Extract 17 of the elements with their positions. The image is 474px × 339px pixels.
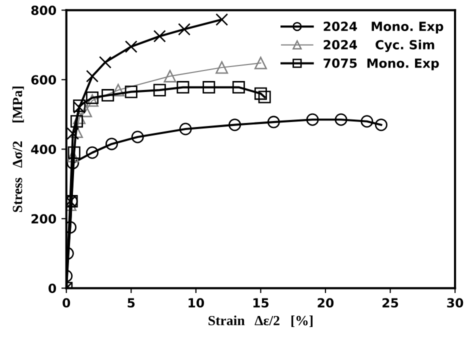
x-tick-label: 0	[62, 298, 70, 308]
legend-label: 2024 Mono. Exp	[324, 22, 444, 34]
legend-label: 2024 Cyc. Sim	[324, 40, 434, 52]
legend-label: 7075 Mono. Exp	[324, 58, 439, 70]
y-tick-label: 400	[31, 144, 56, 154]
x-tick-label: 5	[128, 298, 135, 308]
y-tick-label: 600	[31, 75, 56, 85]
y-tick-label: 200	[32, 214, 56, 224]
x-tick-label: 20	[318, 298, 334, 308]
y-axis-title: Stress Δσ/2 [MPa]	[12, 86, 24, 212]
x-axis-title: Strain Δε/2 [%]	[208, 316, 313, 328]
y-tick-label: 0	[48, 284, 56, 294]
x-tick-label: 30	[447, 298, 464, 308]
x-tick-label: 15	[253, 298, 269, 308]
x-tick-label: 10	[188, 298, 204, 308]
y-tick-label: 800	[31, 6, 56, 16]
x-tick-label: 25	[382, 298, 398, 308]
